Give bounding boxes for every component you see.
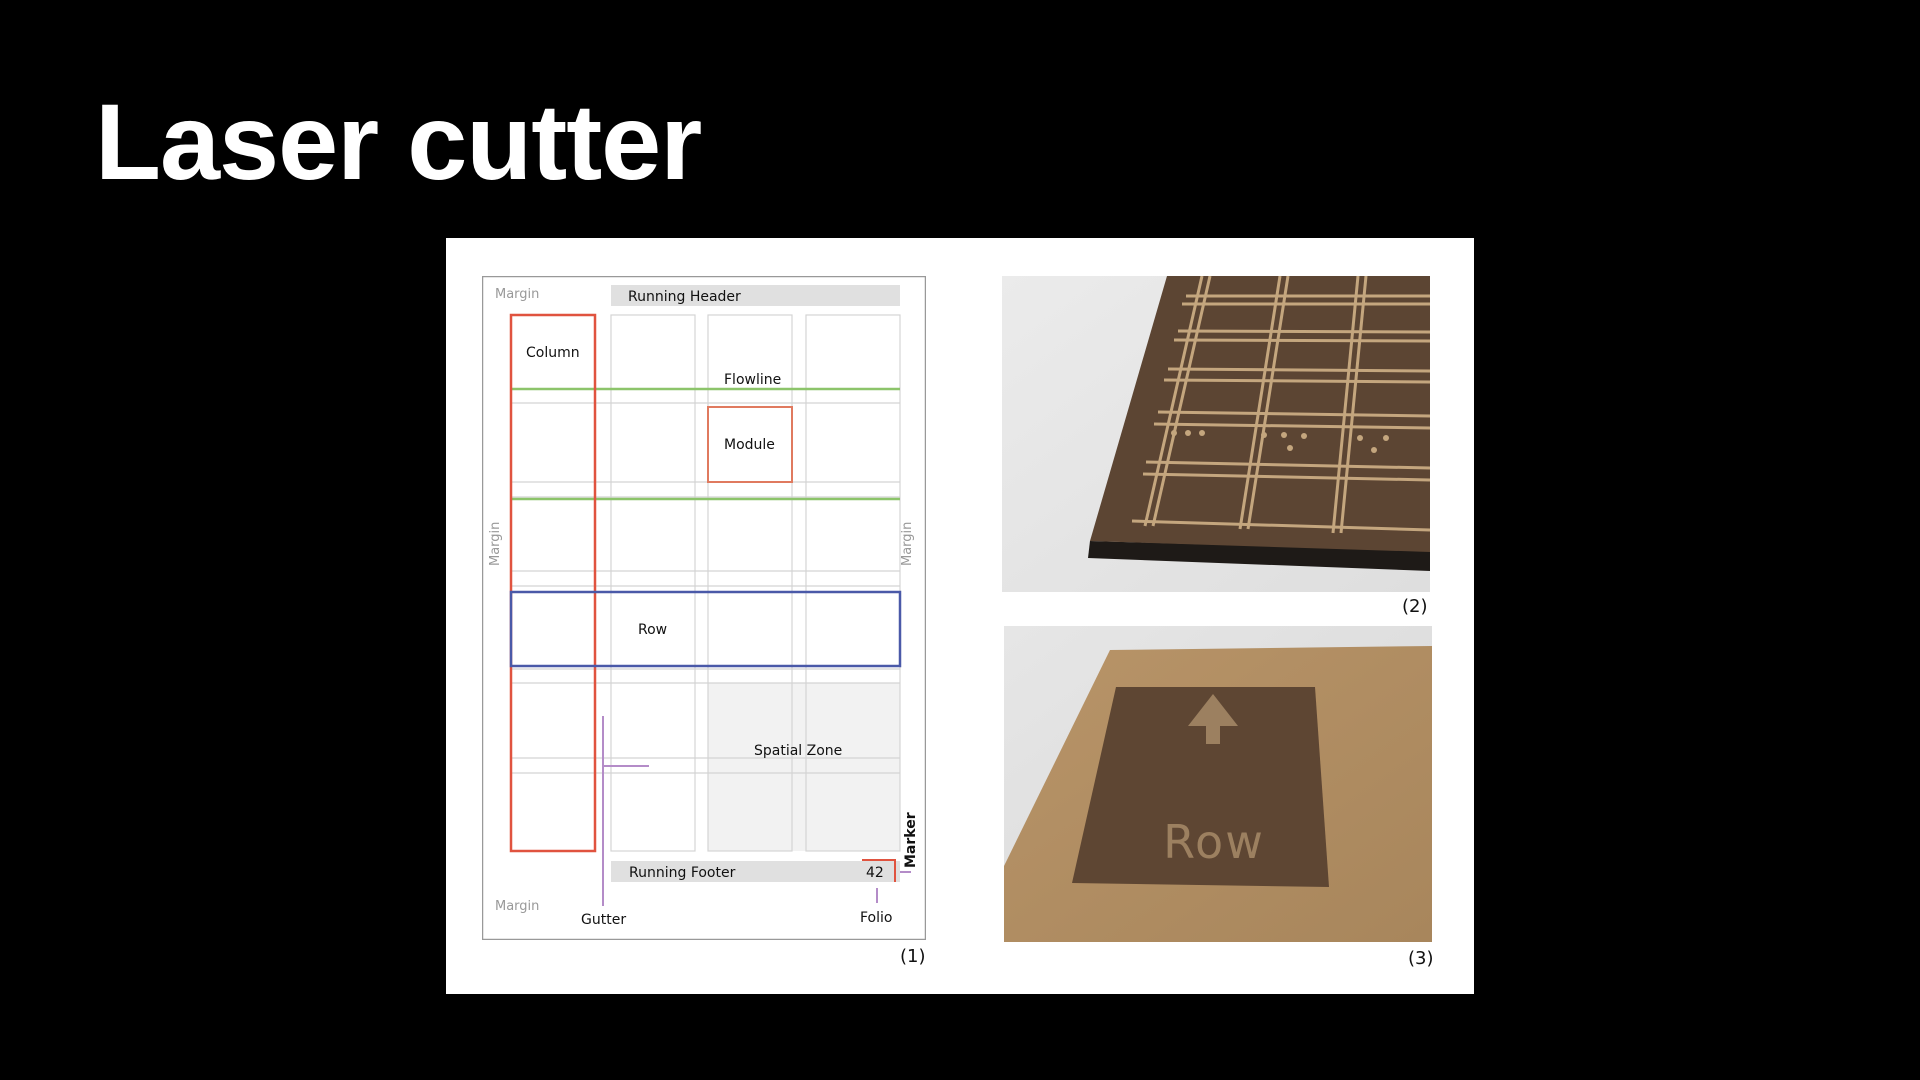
figure-2-caption: (2) xyxy=(1402,596,1428,617)
figure-panel: Running Header Margin Flowline xyxy=(446,238,1474,994)
grid-rows xyxy=(511,402,900,774)
folio-number: 42 xyxy=(866,865,884,881)
engraved-row-text: Row xyxy=(1163,815,1265,869)
row-sign-photo: Row xyxy=(1004,626,1432,942)
marker-label: Marker xyxy=(903,812,919,868)
flowline-label: Flowline xyxy=(724,372,781,388)
module-label: Module xyxy=(724,437,775,453)
margin-top-label: Margin xyxy=(495,287,539,302)
column-highlight xyxy=(509,313,597,853)
figure-3-caption: (3) xyxy=(1408,948,1434,969)
margin-bottom-label: Margin xyxy=(495,899,539,914)
column-label: Column xyxy=(526,345,580,361)
running-header-bar xyxy=(611,285,900,306)
margin-right-label: Margin xyxy=(900,522,915,566)
slide-title: Laser cutter xyxy=(95,81,702,202)
gutter-label: Gutter xyxy=(581,912,626,928)
spatial-zone-label: Spatial Zone xyxy=(754,743,842,759)
figure-1-caption: (1) xyxy=(900,946,926,967)
margin-left-label: Margin xyxy=(488,522,503,566)
row-highlight xyxy=(509,590,902,668)
module-highlight xyxy=(707,406,793,483)
running-header-label: Running Header xyxy=(628,289,741,305)
folio-label: Folio xyxy=(860,910,892,926)
grid-anatomy-diagram: Running Header Margin Flowline xyxy=(482,276,926,940)
spatial-zone-area xyxy=(708,683,900,851)
running-footer-label: Running Footer xyxy=(629,865,736,881)
arrow-up-icon xyxy=(1188,694,1238,744)
row-label: Row xyxy=(638,622,667,638)
marker-indicator xyxy=(862,859,896,882)
grid-board-photo xyxy=(1002,276,1430,592)
running-footer-bar xyxy=(611,861,900,882)
